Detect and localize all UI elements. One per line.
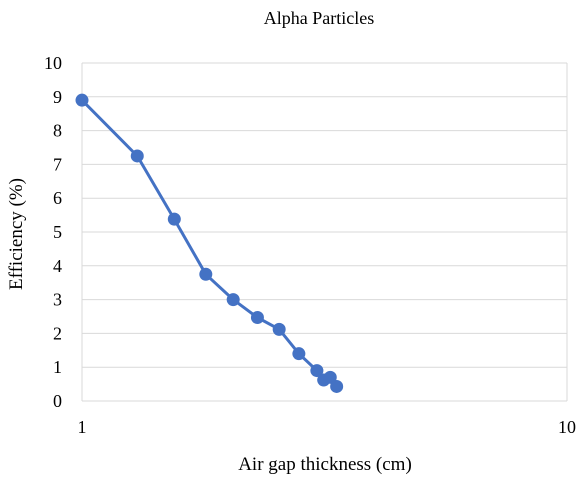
y-tick-label-0: 0: [53, 391, 62, 411]
gridlines: [81, 62, 568, 402]
y-tick-label-3: 3: [53, 290, 62, 310]
data-point-0-10: [323, 370, 337, 384]
data-point-0-2: [167, 212, 181, 226]
chart-title: Alpha Particles: [264, 8, 374, 28]
x-tick-label-1: 1: [78, 417, 87, 437]
x-tick-labels: 1 10: [78, 417, 577, 437]
y-axis-label: Efficiency (%): [6, 178, 27, 290]
y-tick-label-10: 10: [44, 53, 62, 73]
data-point-0-5: [250, 311, 264, 325]
data-point-0-11: [330, 379, 344, 393]
y-tick-label-5: 5: [53, 222, 62, 242]
series-line-0: [80, 99, 338, 388]
y-tick-label-4: 4: [53, 256, 62, 276]
data-point-0-8: [310, 364, 324, 378]
y-tick-label-8: 8: [53, 121, 62, 141]
data-point-0-3: [199, 267, 213, 281]
data-point-0-6: [272, 322, 286, 336]
data-point-0-7: [292, 347, 306, 361]
y-tick-label-6: 6: [53, 188, 62, 208]
y-tick-label-1: 1: [53, 357, 62, 377]
y-tick-labels: 0 1 2 3 4 5 6 7 8 9 10: [44, 53, 62, 411]
y-tick-label-2: 2: [53, 323, 62, 343]
data-point-0-0: [75, 93, 89, 107]
x-axis-label: Air gap thickness (cm): [238, 454, 412, 475]
y-tick-label-9: 9: [53, 87, 62, 107]
data-point-0-4: [226, 293, 240, 307]
y-tick-label-7: 7: [53, 154, 62, 174]
x-tick-label-10: 10: [558, 417, 576, 437]
series-group: [75, 93, 344, 393]
data-point-0-1: [130, 149, 144, 163]
